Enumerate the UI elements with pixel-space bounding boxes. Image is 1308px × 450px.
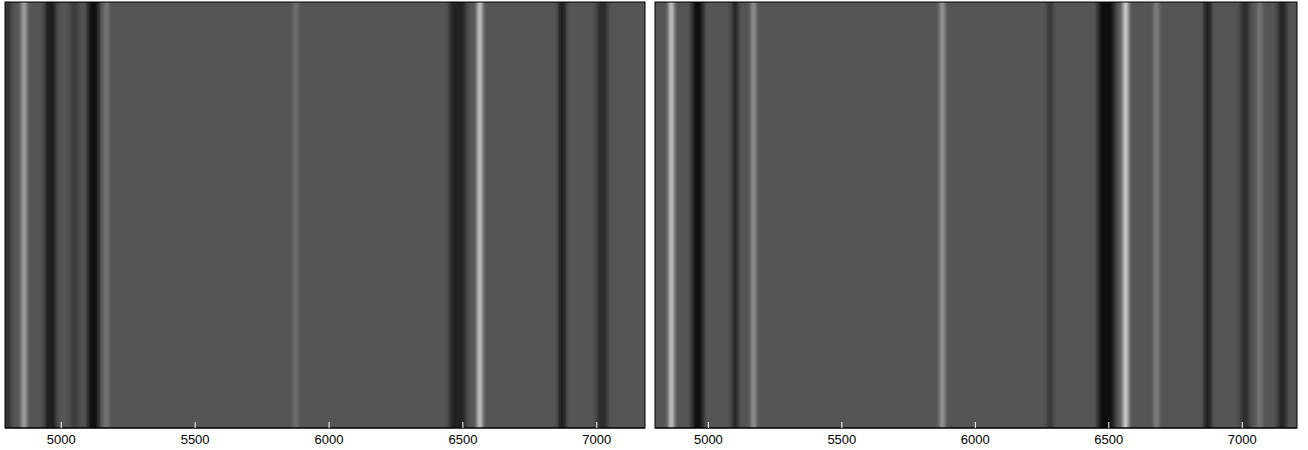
features [5,2,608,428]
tick-label: 5500 [827,432,856,447]
absorption-band [1205,2,1210,428]
emission-line [105,2,108,428]
figure: 5000 5500 6000 6500 7000 5000 5500 6000 6500 7000 [0,0,1308,450]
emission-line [669,2,673,428]
absorption-band [1278,2,1286,428]
absorption-band [71,2,79,428]
tick-label: 6500 [1094,432,1123,447]
tick-label: 5500 [181,432,210,447]
tick-mark [596,422,597,428]
x-axis [655,428,1297,429]
absorption-band [559,2,564,428]
x-axis [5,428,645,429]
emission-line [1123,2,1127,428]
tick-mark [61,422,62,428]
tick-label: 7000 [582,432,611,447]
plot-background [655,2,1297,428]
absorption-band [450,2,466,428]
absorption-band [597,2,608,428]
absorption-band [1241,2,1249,428]
tick-mark [841,422,842,428]
tick-mark [975,422,976,428]
tick-mark [462,422,463,428]
tick-label: 6000 [315,432,344,447]
absorption-band [45,2,56,428]
tick-mark [1242,422,1243,428]
panel: 5000 5500 6000 6500 7000 [5,2,645,447]
emission-line [294,2,297,428]
absorption-band [1098,2,1114,428]
absorption-band [5,2,10,428]
tick-label: 6000 [961,432,990,447]
tick-mark [329,422,330,428]
tick-mark [195,422,196,428]
emission-line [478,2,482,428]
tick-label: 7000 [1228,432,1257,447]
frame [5,2,645,428]
tick-mark [1108,422,1109,428]
emission-line [1155,2,1158,428]
emission-line [22,2,25,428]
tick-label: 6500 [448,432,477,447]
absorption-band [732,2,737,428]
tick-label: 5000 [47,432,76,447]
tick-mark [708,422,709,428]
tick-label: 5000 [694,432,723,447]
features [669,2,1286,428]
absorption-band [1048,2,1052,428]
frame [655,2,1297,428]
panel: 5000 5500 6000 6500 7000 [655,2,1297,447]
absorption-band [88,2,99,428]
plot-background [5,2,645,428]
absorption-band [692,2,703,428]
emission-line [1258,2,1261,428]
emission-line [941,2,944,428]
emission-line [752,2,755,428]
